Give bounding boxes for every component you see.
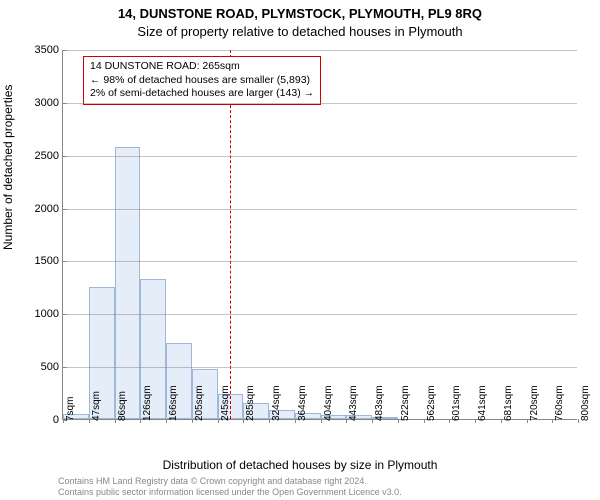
x-axis-label: Distribution of detached houses by size … xyxy=(0,458,600,472)
footer-line-2: Contains public sector information licen… xyxy=(58,487,402,498)
histogram-bar xyxy=(115,147,141,419)
x-tick-label: 601sqm xyxy=(447,385,462,421)
x-tick-label: 245sqm xyxy=(216,385,231,421)
gridline xyxy=(63,103,577,104)
x-tick-label: 800sqm xyxy=(576,385,591,421)
gridline xyxy=(63,314,577,315)
plot-area: 14 DUNSTONE ROAD: 265sqm ← 98% of detach… xyxy=(62,50,577,420)
chart-title-address: 14, DUNSTONE ROAD, PLYMSTOCK, PLYMOUTH, … xyxy=(0,6,600,21)
annotation-line-1: 14 DUNSTONE ROAD: 265sqm xyxy=(90,60,314,74)
annotation-box: 14 DUNSTONE ROAD: 265sqm ← 98% of detach… xyxy=(83,56,321,105)
x-tick-label: 760sqm xyxy=(550,385,565,421)
x-tick-label: 562sqm xyxy=(422,385,437,421)
reference-line xyxy=(230,50,231,419)
chart-subtitle: Size of property relative to detached ho… xyxy=(0,24,600,39)
y-axis-label: Number of detached properties xyxy=(1,85,15,250)
gridline xyxy=(63,261,577,262)
x-tick-label: 205sqm xyxy=(190,385,205,421)
gridline xyxy=(63,50,577,51)
annotation-line-2: ← 98% of detached houses are smaller (5,… xyxy=(90,74,314,88)
x-tick-label: 720sqm xyxy=(525,385,540,421)
x-tick-label: 483sqm xyxy=(370,385,385,421)
x-tick-label: 126sqm xyxy=(138,385,153,421)
x-tick-label: 324sqm xyxy=(267,385,282,421)
x-tick-label: 364sqm xyxy=(293,385,308,421)
x-tick-label: 47sqm xyxy=(87,391,102,421)
x-tick-label: 7sqm xyxy=(61,397,76,421)
histogram-bars xyxy=(63,50,577,419)
y-tick-label: 3500 xyxy=(35,44,63,56)
x-tick-label: 285sqm xyxy=(241,385,256,421)
chart-container: 14, DUNSTONE ROAD, PLYMSTOCK, PLYMOUTH, … xyxy=(0,0,600,500)
y-tick-label: 2000 xyxy=(35,203,63,215)
footer-line-1: Contains HM Land Registry data © Crown c… xyxy=(58,476,402,487)
x-tick-label: 404sqm xyxy=(319,385,334,421)
x-tick-label: 681sqm xyxy=(499,385,514,421)
x-tick-label: 522sqm xyxy=(396,385,411,421)
annotation-line-3: 2% of semi-detached houses are larger (1… xyxy=(90,87,314,101)
gridline xyxy=(63,209,577,210)
gridline xyxy=(63,156,577,157)
gridline xyxy=(63,367,577,368)
footer-attribution: Contains HM Land Registry data © Crown c… xyxy=(58,476,402,498)
x-tick-label: 443sqm xyxy=(344,385,359,421)
x-tick-label: 86sqm xyxy=(113,391,128,421)
y-tick-label: 3000 xyxy=(35,97,63,109)
y-tick-label: 1000 xyxy=(35,308,63,320)
x-tick-label: 641sqm xyxy=(473,385,488,421)
y-tick-label: 1500 xyxy=(35,255,63,267)
y-tick-label: 500 xyxy=(41,361,63,373)
y-tick-label: 2500 xyxy=(35,150,63,162)
x-tick-label: 166sqm xyxy=(164,385,179,421)
